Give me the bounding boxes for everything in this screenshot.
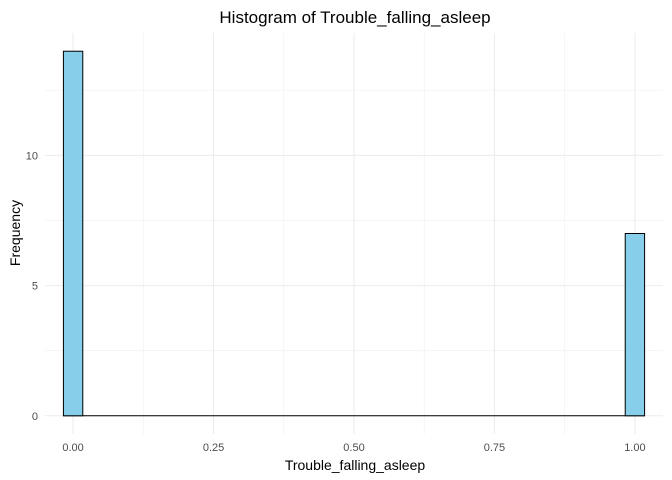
y-tick-label: 0 — [32, 411, 38, 423]
histogram-bar — [62, 50, 84, 417]
bars — [62, 50, 646, 417]
y-tick-label: 10 — [26, 150, 38, 162]
x-axis-title: Trouble_falling_asleep — [285, 457, 426, 473]
x-tick-label: 0.50 — [343, 442, 364, 454]
y-axis-title: Frequency — [7, 200, 23, 266]
x-tick-label: 0.75 — [484, 442, 505, 454]
chart-title: Histogram of Trouble_falling_asleep — [219, 8, 490, 27]
x-tick-label: 1.00 — [624, 442, 645, 454]
x-tick-label: 0.25 — [203, 442, 224, 454]
x-tick-label: 0.00 — [62, 442, 83, 454]
histogram-bar — [624, 233, 646, 417]
y-axis-ticks: 0 5 10 — [26, 150, 38, 422]
y-tick-label: 5 — [32, 281, 38, 293]
x-axis-ticks: 0.00 0.25 0.50 0.75 1.00 — [62, 442, 645, 454]
grid — [45, 33, 663, 434]
